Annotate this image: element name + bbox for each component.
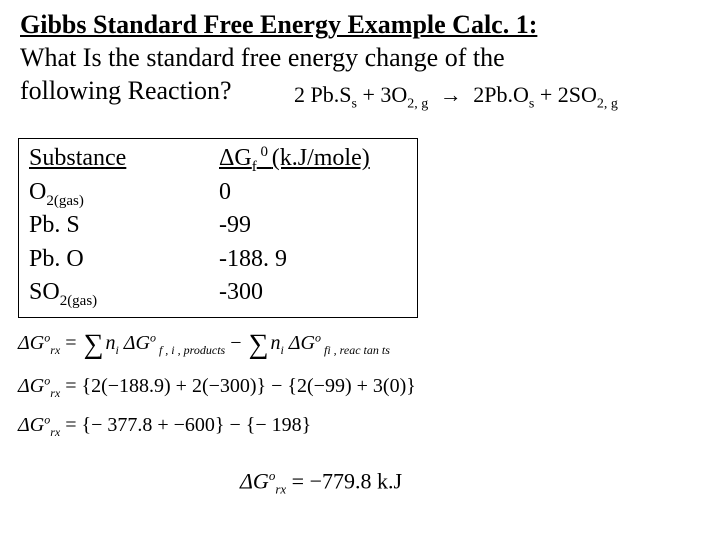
table-row: Pb. S -99 <box>29 210 407 244</box>
eq2-text: = {2(−188.9) + 2(−300)} − {2(−99) + 3(0)… <box>60 375 416 397</box>
eq-line-2: ΔGorx = {2(−188.9) + 2(−300)} − {2(−99) … <box>18 368 416 405</box>
row-name-sub: 2(gas) <box>46 192 84 208</box>
row-val: 0 <box>219 177 407 211</box>
row-name-a: O <box>29 179 46 205</box>
eq3-lhs: ΔG <box>18 414 44 436</box>
eq4-lhs: ΔG <box>240 468 269 493</box>
r1: Pb.S <box>311 82 352 107</box>
r2-coef: 3 <box>380 82 391 107</box>
derivation: ΔGorx = ∑ni ΔGo f , i , products − ∑ni Δ… <box>18 316 416 446</box>
row-name: O2(gas) <box>29 177 219 211</box>
eq1-minus: − <box>225 332 246 354</box>
eq1-t1c-sub: f , i , products <box>156 343 225 357</box>
gibbs-table: Substance ΔGf 0 (k.J/mole) O2(gas) 0 Pb.… <box>18 138 418 318</box>
r1-coef: 2 <box>294 82 305 107</box>
r2: O <box>391 82 407 107</box>
row-name: Pb. O <box>29 244 219 278</box>
table-row: O2(gas) 0 <box>29 177 407 211</box>
hdr-dg-b: (k.J/mole) <box>272 145 370 171</box>
eq1-t1a: n <box>105 332 115 354</box>
row-name-a: Pb. O <box>29 246 84 272</box>
p1: Pb.O <box>484 82 529 107</box>
sum-icon: ∑ <box>81 329 105 360</box>
eq1-t2a: n <box>270 332 280 354</box>
eq-line-3: ΔGorx = {− 377.8 + −600} − {− 198} <box>18 407 416 444</box>
row-name-sub: 2(gas) <box>60 293 98 309</box>
question-line-1: What Is the standard free energy change … <box>20 42 700 75</box>
eq1-t2c-sub: fi , reac tan ts <box>321 343 390 357</box>
row-val: -188. 9 <box>219 244 407 278</box>
r2-sub: 2, g <box>407 96 428 111</box>
hdr-dg-sup: 0 <box>257 144 272 160</box>
eq1-t1b: ΔG <box>119 332 150 354</box>
hdr-dg-sub: f <box>252 159 257 175</box>
final-answer: ΔGorx = −779.8 k.J <box>240 468 402 498</box>
p1-coef: 2 <box>473 82 484 107</box>
header-substance: Substance <box>29 143 219 177</box>
eq4-text: = −779.8 k.J <box>286 468 402 493</box>
row-val: -99 <box>219 210 407 244</box>
slide-title: Gibbs Standard Free Energy Example Calc.… <box>20 10 700 40</box>
table-row: SO2(gas) -300 <box>29 277 407 311</box>
eq3-text: = {− 377.8 + −600} − {− 198} <box>60 414 311 436</box>
eq4-sub: rx <box>275 482 286 497</box>
row-name: Pb. S <box>29 210 219 244</box>
arrow-icon: → <box>434 82 468 107</box>
eq2-lhs: ΔG <box>18 375 44 397</box>
eq1-sub: rx <box>50 343 60 357</box>
row-val: -300 <box>219 277 407 311</box>
header-dg: ΔGf 0 (k.J/mole) <box>219 143 407 177</box>
eq3-sub: rx <box>50 425 60 439</box>
row-name-a: SO <box>29 279 60 305</box>
table-header: Substance ΔGf 0 (k.J/mole) <box>29 143 407 177</box>
p2: SO <box>569 82 597 107</box>
plus1: + <box>362 82 374 107</box>
p1-sub: s <box>529 96 534 111</box>
plus2: + <box>540 82 552 107</box>
eq1-lhs: ΔG <box>18 332 44 354</box>
hdr-dg-a: ΔG <box>219 145 252 171</box>
row-name: SO2(gas) <box>29 277 219 311</box>
eq-line-1: ΔGorx = ∑ni ΔGo f , i , products − ∑ni Δ… <box>18 316 416 366</box>
r1-sub: s <box>351 96 356 111</box>
eq1-t2b: ΔG <box>284 332 315 354</box>
table-row: Pb. O -188. 9 <box>29 244 407 278</box>
p2-coef: 2 <box>558 82 569 107</box>
row-name-a: Pb. S <box>29 212 80 238</box>
reaction-equation: 2 Pb.Ss + 3O2, g → 2Pb.Os + 2SO2, g <box>294 82 618 112</box>
p2-sub: 2, g <box>597 96 618 111</box>
sum-icon: ∑ <box>246 329 270 360</box>
eq2-sub: rx <box>50 386 60 400</box>
slide: Gibbs Standard Free Energy Example Calc.… <box>0 0 720 540</box>
eq1-eq: = <box>60 332 81 354</box>
